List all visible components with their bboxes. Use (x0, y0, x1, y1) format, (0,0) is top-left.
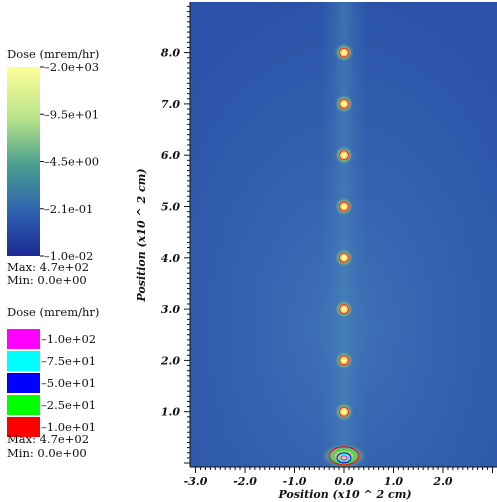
y-tick-label: 2.0 (160, 354, 180, 367)
colorbar-labels: –2.0e+03 –9.5e+01 –4.5e+00 –2.1e-01 –1.0e-02 (40, 60, 99, 263)
colorbar-tick-label: –1.0e-02 (44, 249, 93, 263)
x-axis: -3.0 -2.0 -1.0 0.0 1.0 2.0 (184, 466, 497, 488)
source-hotspot (334, 42, 354, 63)
contour-level-label: –2.5e+01 (41, 398, 96, 412)
colorbar-legend: Dose (mrem/hr) –2.0e+03–9.5e+01–4.5e+00–… (7, 47, 99, 287)
source-column-glow (320, 2, 368, 467)
contour-swatch (7, 329, 40, 349)
x-tick-label: 1.0 (384, 475, 403, 488)
x-tick-label: 0.0 (334, 475, 353, 488)
source-hotspot (334, 247, 354, 268)
colorbar-tick-label: –2.0e+03 (44, 60, 99, 74)
x-tick-label: 2.0 (432, 475, 452, 488)
x-axis-title: Position (x10 ^ 2 cm) (277, 488, 411, 501)
contour-min: Min: 0.0e+00 (7, 446, 87, 460)
x-tick-label: -2.0 (233, 475, 257, 488)
contour-level-label: –1.0e+02 (41, 332, 96, 346)
contour-level-label: –7.5e+01 (41, 354, 96, 368)
source-hotspot (334, 350, 354, 371)
colorbar-min: Min: 0.0e+00 (7, 273, 87, 287)
x-tick-label: -1.0 (283, 475, 307, 488)
y-tick-label: 6.0 (161, 149, 180, 162)
y-tick-label: 4.0 (161, 252, 180, 265)
contour-legend-title: Dose (mrem/hr) (7, 305, 99, 319)
x-tick-label: -3.0 (184, 475, 208, 488)
colorbar-tick-label: –4.5e+00 (44, 155, 99, 169)
source-hotspot (320, 442, 368, 469)
contour-swatch (7, 351, 40, 371)
source-hotspot (334, 196, 354, 217)
source-hotspot (334, 145, 354, 166)
source-hotspot (334, 401, 354, 422)
colorbar-title: Dose (mrem/hr) (7, 47, 99, 61)
colorbar-gradient (7, 67, 40, 256)
y-tick-label: 7.0 (161, 98, 180, 111)
colorbar-tick-label: –2.1e-01 (44, 202, 93, 216)
plot-area (190, 2, 497, 469)
colorbar-max: Max: 4.7e+02 (7, 260, 89, 274)
y-tick-label: 5.0 (161, 201, 180, 214)
source-hotspot (334, 93, 354, 114)
contour-legend: Dose (mrem/hr) –1.0e+02–7.5e+01–5.0e+01–… (7, 305, 99, 460)
y-axis-title: Position (x10 ^ 2 cm) (135, 168, 148, 302)
sources-layer (320, 42, 368, 469)
contour-max: Max: 4.7e+02 (7, 432, 89, 446)
contour-swatch (7, 395, 40, 415)
contour-level-label: –5.0e+01 (41, 376, 96, 390)
colorbar-tick-label: –9.5e+01 (44, 107, 99, 121)
contour-levels: –1.0e+02 –7.5e+01 –5.0e+01 –2.5e+01 –1.0e+01 (7, 329, 96, 437)
contour-swatch (7, 373, 40, 393)
y-tick-label: 3.0 (161, 303, 180, 316)
contour-level-label: –1.0e+01 (41, 420, 96, 434)
y-tick-label: 8.0 (161, 47, 180, 60)
contour-swatch (7, 417, 40, 437)
source-hotspot (334, 299, 354, 320)
y-axis: 1.0 2.0 3.0 4.0 5.0 6.0 7.0 8.0 (160, 2, 191, 467)
y-tick-label: 1.0 (161, 406, 180, 419)
